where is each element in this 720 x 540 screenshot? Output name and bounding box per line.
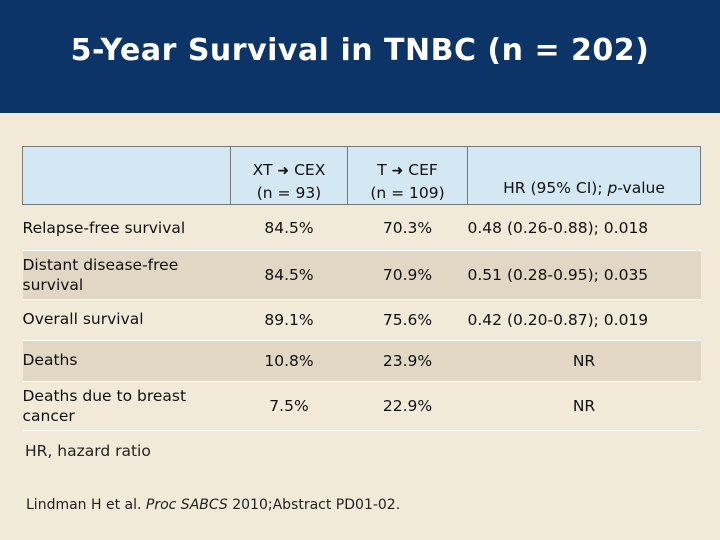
header-hr-prefix: HR (95% CI); <box>503 179 608 197</box>
row-label: Deaths due to breast cancer <box>22 381 231 431</box>
header-hr: HR (95% CI); p-value <box>467 146 701 205</box>
footnote: HR, hazard ratio <box>25 442 151 460</box>
hr-value: NR <box>467 381 701 431</box>
t-value: 23.9% <box>347 340 468 382</box>
header-xt-label: XT <box>252 161 273 179</box>
xt-value: 84.5% <box>230 250 348 300</box>
header-t-cef: T ➜ CEF (n = 109) <box>347 146 468 205</box>
t-value: 70.9% <box>347 250 468 300</box>
t-value: 22.9% <box>347 381 468 431</box>
title-bar: 5-Year Survival in TNBC (n = 202) <box>0 0 720 113</box>
xt-value: 84.5% <box>230 204 348 251</box>
right-arrow-icon: ➜ <box>391 163 404 179</box>
header-t-n: (n = 109) <box>370 184 445 202</box>
table-row: Distant disease-free survival 84.5% 70.9… <box>22 250 701 300</box>
table-row: Relapse-free survival 84.5% 70.3% 0.48 (… <box>22 204 701 251</box>
citation-journal: Proc SABCS <box>145 497 228 513</box>
slide-title: 5-Year Survival in TNBC (n = 202) <box>70 33 650 68</box>
row-label: Distant disease-free survival <box>22 250 231 300</box>
right-arrow-icon: ➜ <box>277 163 290 179</box>
header-hr-suffix: -value <box>617 179 665 197</box>
table-row: Deaths 10.8% 23.9% NR <box>22 340 701 382</box>
row-label: Relapse-free survival <box>22 204 231 251</box>
header-hr-p: p <box>607 179 618 197</box>
citation-authors: Lindman H et al. <box>26 497 146 513</box>
table-row: Overall survival 89.1% 75.6% 0.42 (0.20-… <box>22 299 701 341</box>
hr-value: NR <box>467 340 701 382</box>
citation-rest: 2010;Abstract PD01-02. <box>227 497 401 513</box>
survival-table: XT ➜ CEX (n = 93) T ➜ CEF (n = 109) HR (… <box>22 146 701 431</box>
header-blank-cell <box>22 146 231 205</box>
hr-value: 0.51 (0.28-0.95); 0.035 <box>467 250 701 300</box>
citation: Lindman H et al. Proc SABCS 2010;Abstrac… <box>26 497 400 513</box>
header-cef-label: CEF <box>408 161 438 179</box>
header-xt-n: (n = 93) <box>256 184 322 202</box>
row-label: Overall survival <box>22 299 231 341</box>
t-value: 70.3% <box>347 204 468 251</box>
xt-value: 7.5% <box>230 381 348 431</box>
xt-value: 89.1% <box>230 299 348 341</box>
xt-value: 10.8% <box>230 340 348 382</box>
row-label: Deaths <box>22 340 231 382</box>
table-row: Deaths due to breast cancer 7.5% 22.9% N… <box>22 381 701 431</box>
hr-value: 0.48 (0.26-0.88); 0.018 <box>467 204 701 251</box>
header-cex-label: CEX <box>294 161 326 179</box>
header-t-label: T <box>377 161 387 179</box>
header-xt-cex: XT ➜ CEX (n = 93) <box>230 146 348 205</box>
t-value: 75.6% <box>347 299 468 341</box>
hr-value: 0.42 (0.20-0.87); 0.019 <box>467 299 701 341</box>
table-header-row: XT ➜ CEX (n = 93) T ➜ CEF (n = 109) HR (… <box>22 146 701 205</box>
